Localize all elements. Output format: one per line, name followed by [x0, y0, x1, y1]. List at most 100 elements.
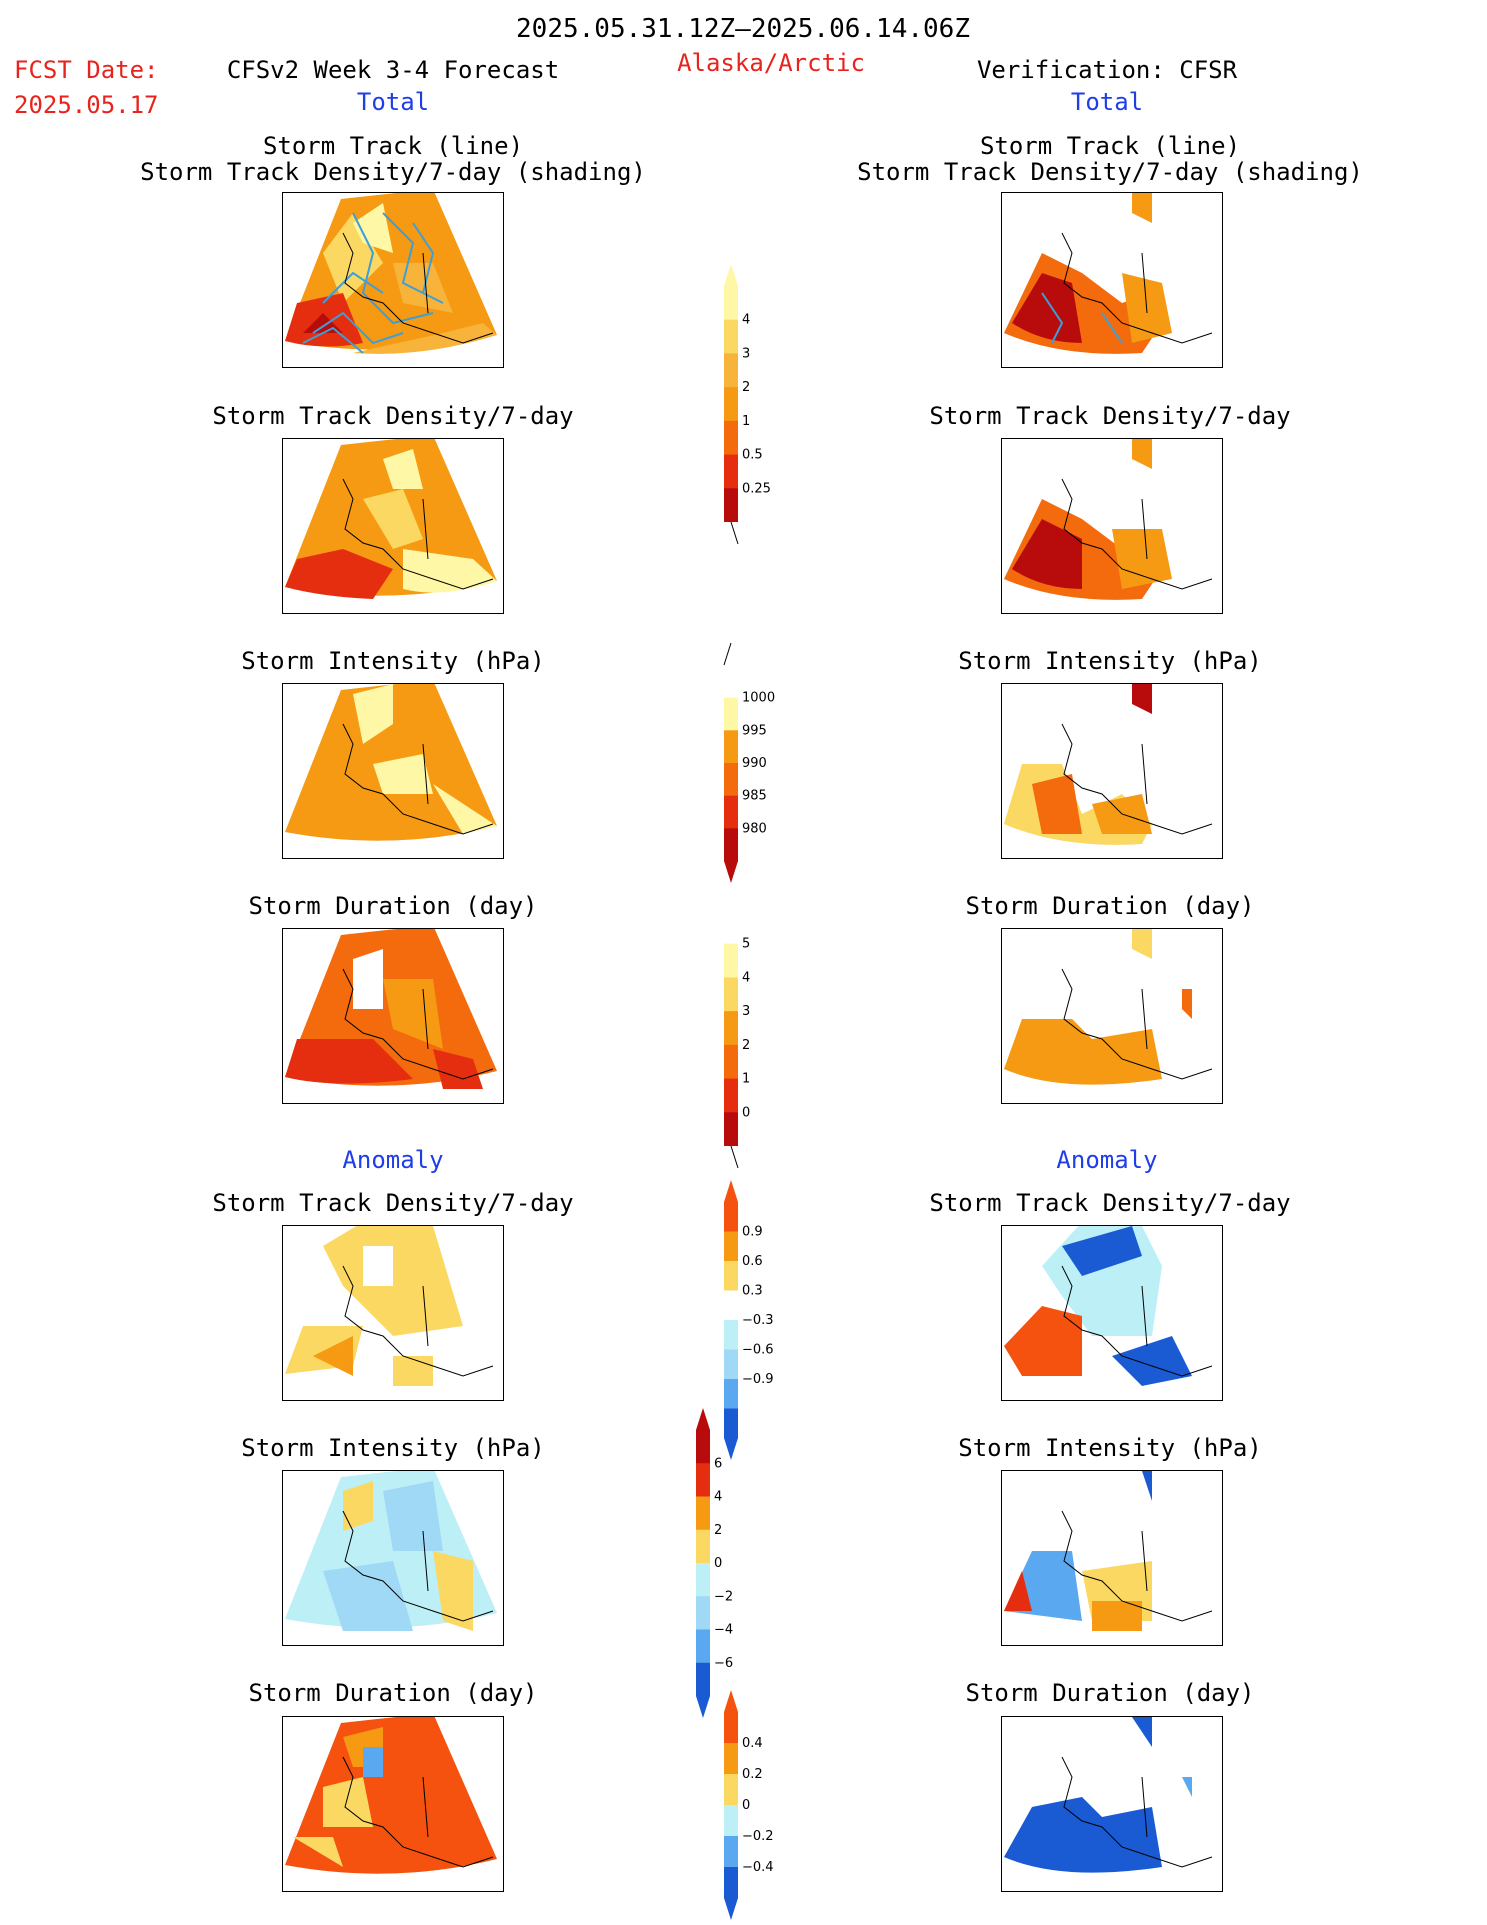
colorbar-tick-label: 995: [742, 723, 767, 738]
colorbar-swatch: [724, 1379, 738, 1409]
region-label: Alaska/Arctic: [677, 49, 865, 77]
colorbar-cap-line: [730, 521, 739, 544]
colorbar-tick-label: 0.9: [742, 1225, 763, 1240]
colorbar-tick-label: 4: [742, 970, 750, 985]
colorbar-tick-label: 0.25: [742, 481, 771, 496]
right-intensity-title: Storm Intensity (hPa): [958, 647, 1262, 675]
left-intensity-title: Storm Intensity (hPa): [241, 647, 545, 675]
colorbar-tick-label: 1: [742, 1072, 750, 1087]
left-total-label: Total: [356, 88, 430, 116]
colorbar-tick-label: −0.6: [742, 1343, 774, 1358]
colorbar-swatch: [724, 1202, 738, 1232]
colorbar-tick-label: 0: [742, 1798, 750, 1813]
colorbar-tick-label: 985: [742, 789, 767, 804]
colorbar-swatch: [724, 387, 738, 422]
right-duration-map: [1001, 928, 1223, 1104]
right-total-label: Total: [1070, 88, 1144, 116]
colorbar-swatch: [696, 1529, 710, 1564]
right-anom-intensity-title: Storm Intensity (hPa): [958, 1434, 1262, 1462]
colorbar-swatch: [724, 1112, 738, 1147]
colorbar-tick-label: 5: [742, 937, 750, 952]
colorbar-swatch: [724, 353, 738, 388]
colorbar-swatch: [724, 488, 738, 523]
colorbar-swatch: [696, 1662, 710, 1697]
colorbar-swatch: [724, 910, 738, 945]
colorbar-swatch: [724, 795, 738, 829]
colorbar-cap-top: [724, 888, 738, 910]
colorbar-cap-top: [696, 1408, 710, 1430]
colorbar-swatch: [724, 1712, 738, 1744]
colorbar-swatch: [696, 1496, 710, 1531]
colorbar-cap-bottom: [724, 522, 738, 544]
colorbar-swatch: [724, 454, 738, 489]
colorbar-swatch: [724, 1078, 738, 1113]
left-anomaly-label: Anomaly: [342, 1146, 444, 1174]
colorbar-cap-bottom: [696, 1696, 710, 1718]
total-intensity-colorbar: 1000 995 990 985 980: [723, 643, 775, 883]
colorbar-swatch: [724, 1231, 738, 1262]
left-duration-map: [282, 928, 504, 1104]
colorbar-tick-label: −0.2: [742, 1829, 774, 1844]
colorbar-swatch: [724, 286, 738, 321]
colorbar-swatch: [696, 1463, 710, 1497]
colorbar-cap-top: [724, 1690, 738, 1712]
colorbar-tick-label: 0.2: [742, 1767, 763, 1782]
colorbar-swatch: [724, 730, 738, 764]
left-anom-density-map: [282, 1225, 504, 1401]
colorbar-swatch: [724, 763, 738, 797]
colorbar-tick-label: 3: [742, 1004, 750, 1019]
colorbar-cap-line: [723, 643, 732, 666]
colorbar-swatch: [724, 943, 738, 978]
right-density-title: Storm Track Density/7-day: [929, 402, 1291, 430]
left-duration-title: Storm Duration (day): [248, 892, 538, 920]
anomaly-duration-colorbar: 0.4 0.2 0 −0.2 −0.4: [724, 1690, 774, 1920]
colorbar-tick-label: 980: [742, 821, 767, 836]
right-anom-duration-map: [1001, 1716, 1223, 1892]
anomaly-intensity-colorbar: 6 4 2 0 −2 −4 −6: [696, 1408, 733, 1718]
colorbar-cap-bottom: [724, 1898, 738, 1920]
left-density-title: Storm Track Density/7-day: [212, 402, 574, 430]
colorbar-cap-bottom: [724, 1146, 738, 1168]
right-anomaly-label: Anomaly: [1056, 1146, 1158, 1174]
colorbar-tick-label: 1000: [742, 691, 775, 706]
colorbar-tick-label: −0.3: [742, 1313, 774, 1328]
colorbar-tick-label: 3: [742, 346, 750, 361]
fcst-date-label: FCST Date:: [14, 56, 159, 84]
colorbar-swatch: [724, 1774, 738, 1806]
verification-title: Verification: CFSR: [976, 56, 1238, 84]
colorbar-tick-label: 0.4: [742, 1736, 763, 1751]
colorbar-swatch: [724, 1867, 738, 1899]
left-track-line-title: Storm Track (line) Storm Track Density/7…: [140, 132, 646, 186]
colorbar-swatch: [724, 828, 738, 862]
fcst-date-value: 2025.05.17: [14, 91, 159, 119]
colorbar-tick-label: 0.6: [742, 1254, 763, 1269]
right-intensity-map: [1001, 683, 1223, 859]
right-density-map: [1001, 438, 1223, 614]
colorbar-tick-label: 6: [714, 1456, 722, 1471]
colorbar-tick-label: −4: [714, 1623, 733, 1638]
left-track-line-map: [282, 192, 504, 368]
colorbar-swatch: [724, 977, 738, 1012]
total-duration-colorbar: 5 4 3 2 1 0: [724, 888, 750, 1168]
colorbar-swatch: [696, 1563, 710, 1597]
right-anom-intensity-map: [1001, 1470, 1223, 1646]
colorbar-swatch: [724, 319, 738, 354]
colorbar-tick-label: 0: [714, 1556, 722, 1571]
left-anom-duration-title: Storm Duration (day): [248, 1679, 538, 1707]
right-duration-title: Storm Duration (day): [965, 892, 1255, 920]
left-density-map: [282, 438, 504, 614]
left-anom-intensity-map: [282, 1470, 504, 1646]
colorbar-cap-bottom: [724, 861, 738, 883]
right-anom-duration-title: Storm Duration (day): [965, 1679, 1255, 1707]
colorbar-swatch: [724, 665, 738, 699]
right-track-line-map: [1001, 192, 1223, 368]
colorbar-tick-label: 0: [742, 1105, 750, 1120]
anomaly-density-colorbar: 0.9 0.6 0.3 −0.3 −0.6 −0.9: [724, 1180, 774, 1460]
colorbar-swatch: [724, 1743, 738, 1775]
colorbar-tick-label: 4: [742, 313, 750, 328]
colorbar-tick-label: 1: [742, 414, 750, 429]
colorbar-swatch: [724, 1011, 738, 1046]
right-anom-density-map: [1001, 1225, 1223, 1401]
date-range-title: 2025.05.31.12Z–2025.06.14.06Z: [516, 14, 970, 44]
colorbar-tick-label: 2: [742, 380, 750, 395]
